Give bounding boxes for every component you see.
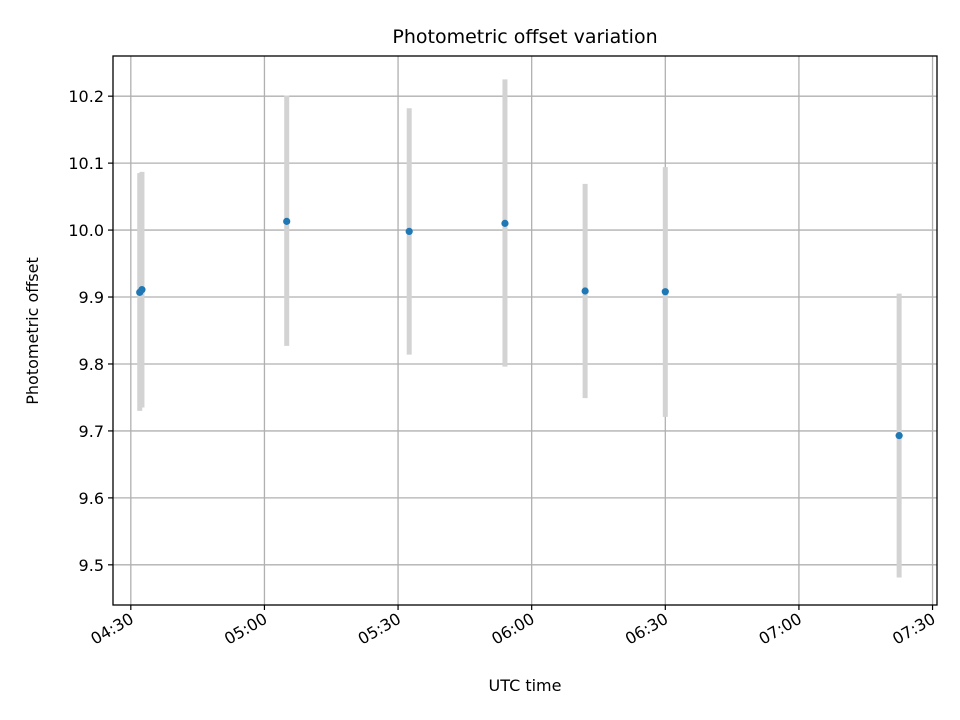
data-point bbox=[661, 288, 669, 296]
data-point bbox=[138, 286, 146, 294]
point-layer bbox=[136, 217, 903, 440]
x-axis-title: UTC time bbox=[489, 676, 562, 695]
grid-layer bbox=[113, 56, 937, 605]
data-point bbox=[895, 432, 903, 440]
y-tick-label: 10.0 bbox=[68, 221, 104, 240]
data-point bbox=[581, 287, 589, 295]
y-tick-label: 9.7 bbox=[79, 422, 104, 441]
y-tick-label: 9.8 bbox=[79, 355, 104, 374]
y-tick-label: 9.5 bbox=[79, 556, 104, 575]
y-tick-label: 10.1 bbox=[68, 154, 104, 173]
y-tick-label: 9.9 bbox=[79, 288, 104, 307]
y-axis-title: Photometric offset bbox=[23, 257, 42, 405]
y-tick-label: 10.2 bbox=[68, 87, 104, 106]
data-point bbox=[283, 217, 291, 225]
y-tick-label: 9.6 bbox=[79, 489, 104, 508]
chart-title: Photometric offset variation bbox=[392, 26, 657, 48]
data-point bbox=[501, 219, 509, 227]
plot-frame bbox=[112, 55, 938, 606]
data-point bbox=[405, 227, 413, 236]
